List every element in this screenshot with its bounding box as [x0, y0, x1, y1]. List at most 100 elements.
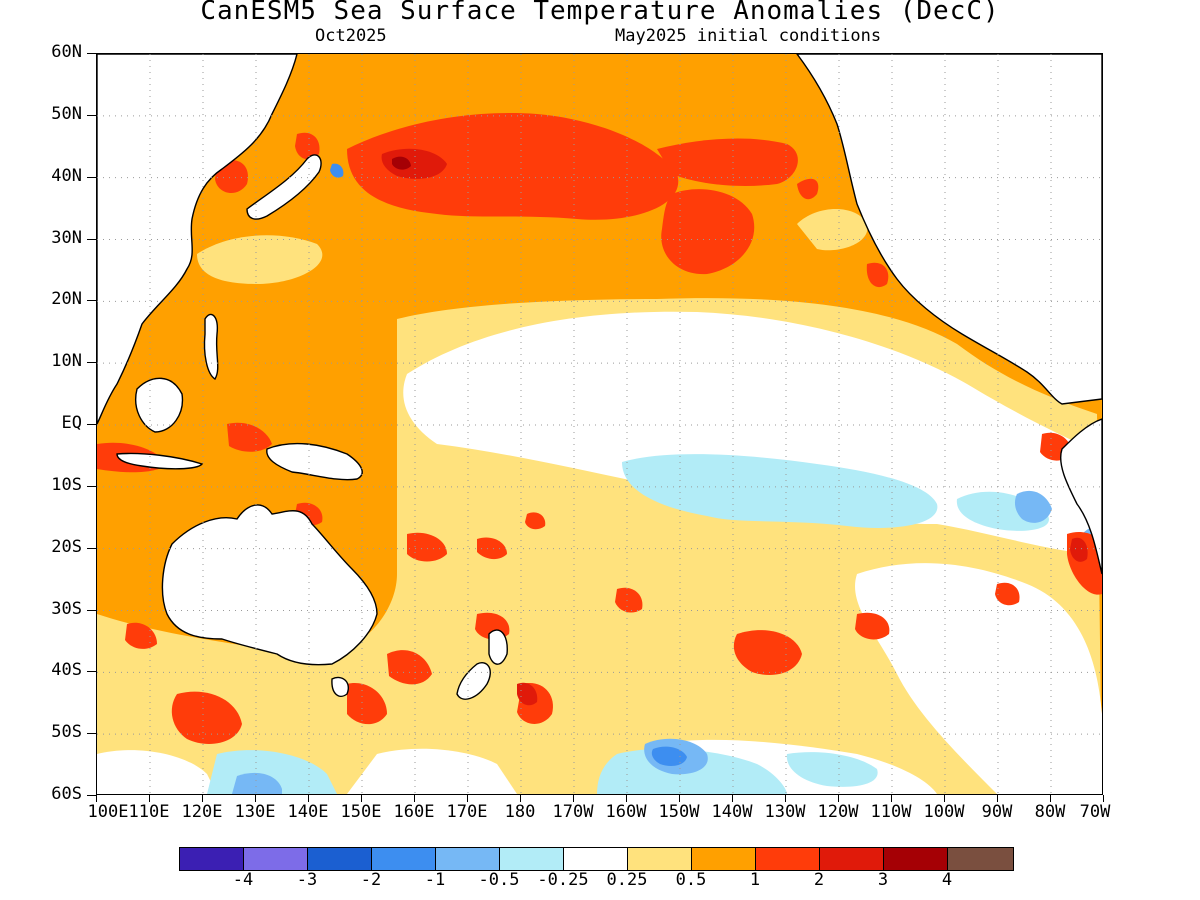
lon-tick [944, 795, 945, 802]
lon-tick [1103, 795, 1104, 802]
lat-tick-label: 50S [51, 722, 82, 743]
colorbar-label: 1 [749, 870, 761, 890]
lat-tick [87, 176, 96, 178]
lon-tick-label: 170E [446, 802, 488, 822]
lat-tick [87, 114, 96, 116]
lon-tick-label: 90W [981, 802, 1013, 822]
lat-tick [87, 424, 96, 425]
lon-tick [1050, 795, 1051, 802]
lon-tick [149, 795, 150, 802]
lat-tick-label: 10N [51, 351, 82, 372]
lon-tick [96, 795, 97, 802]
lat-tick-label: 40S [51, 660, 82, 681]
colorbar-box [436, 848, 500, 870]
lat-tick-label: EQ [61, 413, 82, 433]
south-america [1060, 418, 1102, 575]
map-title: CanESM5 Sea Surface Temperature Anomalie… [200, 0, 1000, 26]
lat-tick [87, 238, 96, 240]
colorbar-label: 2 [813, 870, 825, 890]
lat-tick-label: 20S [51, 536, 82, 557]
tasmania [331, 676, 349, 697]
lon-tick-label: 110W [870, 802, 912, 822]
colorbar [179, 847, 1014, 871]
colorbar-label: -3 [296, 870, 318, 890]
continents [97, 54, 1102, 700]
lon-tick-label: 180 [504, 802, 536, 822]
lon-tick [891, 795, 892, 802]
lon-tick-label: 130E [234, 802, 276, 822]
lon-tick-label: 140W [711, 802, 753, 822]
lat-tick-label: 60S [51, 784, 82, 804]
lat-tick-label: 50N [51, 103, 82, 124]
forecast-month: Oct2025 [315, 26, 387, 46]
colorbar-box [564, 848, 628, 870]
colorbar-box [692, 848, 756, 870]
initial-conditions-label: May2025 initial conditions [615, 26, 882, 46]
colorbar-label: -0.25 [537, 870, 589, 890]
colorbar-box [244, 848, 308, 870]
lon-tick-label: 170W [552, 802, 594, 822]
lon-tick-label: 130W [764, 802, 806, 822]
lon-tick-label: 120E [181, 802, 223, 822]
colorbar-box [884, 848, 948, 870]
colorbar-label: 3 [877, 870, 889, 890]
lon-tick-label: 160W [605, 802, 647, 822]
colorbar-box [308, 848, 372, 870]
new-zealand [456, 629, 508, 700]
colorbar-box [820, 848, 884, 870]
lat-tick [87, 671, 96, 673]
lon-tick [785, 795, 786, 802]
sst-anomaly-map [96, 53, 1103, 795]
colorbar-box [756, 848, 820, 870]
lat-tick-label: 60N [51, 42, 82, 62]
colorbar-box [500, 848, 564, 870]
graticule [97, 54, 1102, 794]
colorbar-label: 0.5 [675, 870, 707, 890]
lon-tick [467, 795, 468, 802]
lon-tick [626, 795, 627, 802]
lon-tick [838, 795, 839, 802]
colorbar-label: -4 [232, 870, 254, 890]
colorbar-box [372, 848, 436, 870]
java [116, 452, 204, 470]
lon-tick [202, 795, 203, 802]
anomaly-zone-positive-strong [97, 57, 1102, 744]
colorbar-label: -0.5 [478, 870, 520, 890]
lon-tick-label: 140E [287, 802, 329, 822]
new-guinea [266, 442, 363, 481]
colorbar-label: 4 [941, 870, 953, 890]
lon-tick-label: 70W [1079, 802, 1111, 822]
lon-tick-label: 150E [340, 802, 382, 822]
lat-tick-label: 30N [51, 227, 82, 248]
anomaly-zone-positive-very-strong [381, 148, 1088, 706]
lon-tick-label: 150W [658, 802, 700, 822]
lon-tick-label: 100E [87, 802, 129, 822]
borneo [135, 377, 184, 433]
australia [161, 504, 378, 666]
lon-tick-label: 100W [923, 802, 965, 822]
lon-tick [361, 795, 362, 802]
colorbar-label: -1 [424, 870, 446, 890]
lon-tick [520, 795, 521, 802]
colorbar-box [180, 848, 244, 870]
lon-tick [573, 795, 574, 802]
lat-tick [87, 300, 96, 302]
lat-tick [87, 795, 96, 796]
lat-tick [87, 485, 96, 487]
colorbar-box [628, 848, 692, 870]
lat-tick-label: 30S [51, 598, 82, 619]
lat-tick-label: 10S [51, 474, 82, 495]
colorbar-label: 0.25 [606, 870, 648, 890]
lon-tick-label: 120W [817, 802, 859, 822]
lon-tick [414, 795, 415, 802]
lat-tick-label: 40N [51, 165, 82, 186]
lat-tick [87, 733, 96, 735]
lon-tick [679, 795, 680, 802]
lon-tick [308, 795, 309, 802]
colorbar-box [948, 848, 1013, 870]
lon-tick [255, 795, 256, 802]
lon-tick [997, 795, 998, 802]
lat-tick [87, 547, 96, 549]
lat-tick [87, 609, 96, 611]
anomaly-zone-positive-extreme [392, 156, 411, 170]
